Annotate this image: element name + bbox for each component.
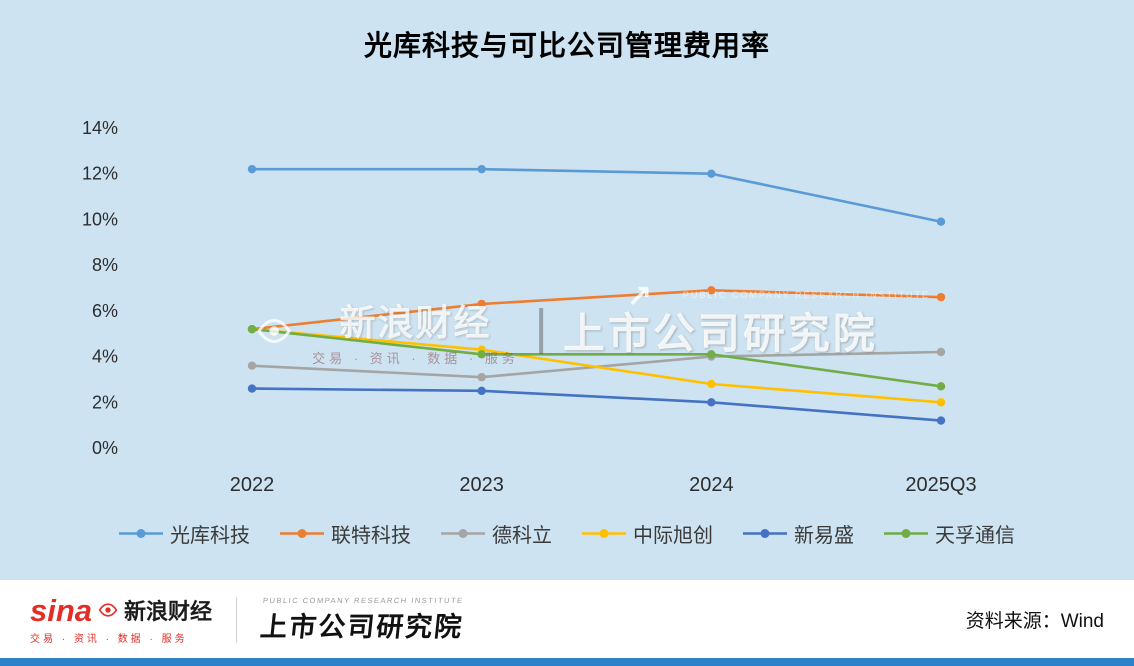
footer: sina 新浪财经 交易 · 资讯 · 数据 · 服务 PUBLIC COMPA… (0, 580, 1134, 659)
sina-logo-text: sina (30, 592, 93, 628)
legend-item-3: 中际旭创 (582, 519, 713, 548)
series-line-5 (250, 327, 943, 388)
legend-item-5: 天孚通信 (884, 519, 1015, 548)
legend-label: 德科立 (492, 525, 552, 547)
data-point (247, 324, 257, 334)
legend-marker-icon (280, 529, 324, 538)
data-point (247, 384, 257, 393)
legend-marker-icon (884, 529, 928, 538)
data-point (707, 398, 716, 407)
data-point (477, 350, 486, 359)
y-axis-label: 0% (92, 438, 118, 458)
legend-marker-icon (441, 529, 485, 538)
legend-marker-icon (119, 529, 163, 538)
bottom-bar (0, 658, 1134, 666)
data-point (707, 286, 716, 295)
series-line-4 (250, 387, 943, 422)
legend-marker-icon (743, 529, 787, 538)
data-point (707, 350, 716, 359)
institute-logo: PUBLIC COMPANY RESEARCH INSTITUTE 上市公司研究… (259, 596, 467, 644)
legend-marker-icon (582, 529, 626, 538)
institute-logo-en: PUBLIC COMPANY RESEARCH INSTITUTE (262, 595, 465, 605)
y-axis-label: 12% (82, 164, 118, 184)
x-axis-label: 2025Q3 (905, 474, 976, 496)
sina-name: 新浪财经 (124, 599, 213, 624)
legend-item-2: 德科立 (441, 519, 552, 548)
y-axis-label: 6% (92, 301, 118, 321)
legend-label: 新易盛 (794, 525, 854, 547)
data-point (936, 382, 946, 391)
data-point (936, 416, 946, 425)
series-line-3 (250, 327, 943, 404)
sina-eye-icon (98, 603, 118, 617)
x-axis-label: 2023 (459, 474, 504, 496)
data-point (936, 217, 946, 226)
data-point (707, 169, 716, 178)
legend-item-4: 新易盛 (743, 519, 854, 548)
institute-logo-name: 上市公司研究院 (258, 611, 465, 642)
data-point (477, 164, 486, 174)
footer-divider (236, 596, 238, 643)
y-axis-label: 8% (92, 255, 118, 275)
data-point (477, 372, 486, 382)
data-point (247, 361, 257, 370)
x-axis-label: 2024 (689, 474, 734, 496)
sina-tagline: 交易 · 资讯 · 数据 · 服务 (30, 634, 188, 645)
line-chart: 0% 2% 4% 6% 8% 10% 12% 14% 2022 2023 2024 2025Q3 (82, 118, 977, 496)
legend-label: 天孚通信 (935, 525, 1015, 547)
chart-legend: 光库科技 联特科技 德科立 中际旭创 新易盛 天孚通信 (0, 519, 1134, 548)
legend-item-0: 光库科技 (119, 519, 250, 548)
data-point (707, 379, 716, 389)
legend-label: 光库科技 (170, 525, 250, 547)
y-axis-label: 10% (82, 209, 118, 229)
data-point (477, 386, 486, 396)
legend-item-1: 联特科技 (280, 519, 411, 548)
series-line-1 (250, 288, 943, 331)
data-source: 资料来源：Wind (965, 611, 1104, 632)
series-line-2 (250, 350, 943, 379)
y-axis-label: 2% (92, 392, 118, 412)
data-point (936, 347, 946, 357)
legend-label: 联特科技 (331, 525, 411, 547)
legend-label: 中际旭创 (633, 525, 713, 547)
data-point (936, 292, 946, 302)
data-point (247, 164, 257, 174)
series-line-0 (250, 167, 943, 224)
y-axis-label: 4% (92, 347, 118, 367)
x-axis-label: 2022 (230, 474, 275, 496)
data-point (936, 398, 946, 407)
chart-title: 光库科技与可比公司管理费用率 (363, 30, 770, 61)
data-point (477, 299, 486, 309)
sina-logo: sina 新浪财经 交易 · 资讯 · 数据 · 服务 (30, 592, 213, 646)
y-axis-label: 14% (82, 118, 118, 138)
